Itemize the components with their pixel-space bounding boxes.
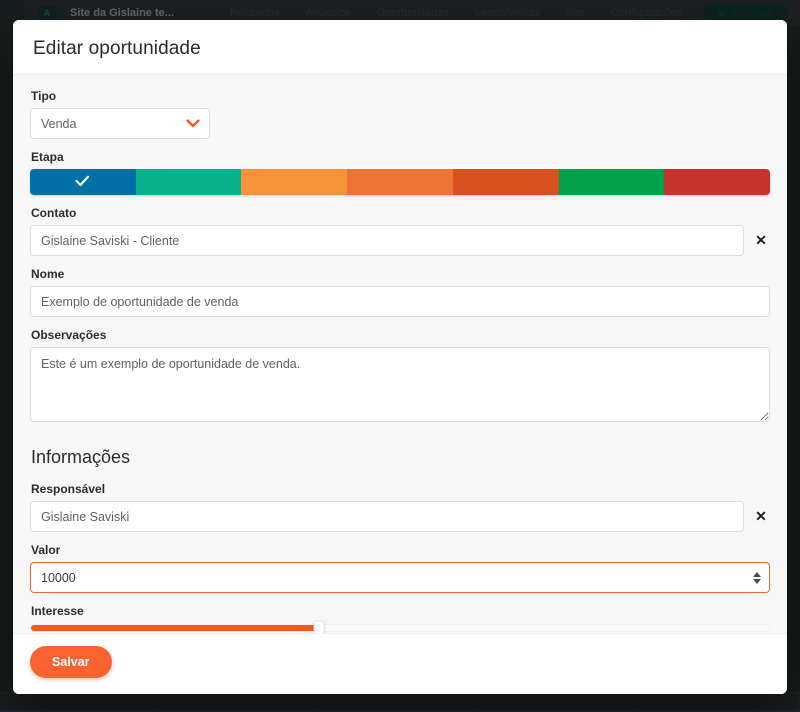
- modal-footer: Salvar: [13, 633, 787, 694]
- modal-header: Editar oportunidade: [13, 20, 787, 74]
- save-button[interactable]: Salvar: [30, 646, 112, 678]
- field-nome: Nome: [30, 267, 770, 317]
- interesse-slider[interactable]: [30, 620, 770, 633]
- observacoes-textarea[interactable]: [30, 347, 770, 422]
- nome-input[interactable]: [30, 286, 770, 317]
- etapa-segment-1[interactable]: [30, 169, 136, 195]
- etapa-segment-6[interactable]: [558, 169, 665, 195]
- etapa-segment-2[interactable]: [135, 169, 242, 195]
- responsavel-input[interactable]: [30, 501, 744, 532]
- interesse-slider-fill: [31, 625, 319, 631]
- label-responsavel: Responsável: [31, 482, 106, 496]
- interesse-slider-thumb[interactable]: [313, 620, 325, 633]
- field-etapa: Etapa: [30, 150, 770, 195]
- field-tipo: Tipo: [30, 89, 770, 139]
- responsavel-clear-icon[interactable]: ✕: [755, 508, 767, 524]
- label-etapa: Etapa: [31, 150, 64, 164]
- tipo-select[interactable]: [30, 108, 210, 139]
- field-valor: Valor: [30, 543, 770, 593]
- field-observacoes: Observações: [30, 328, 770, 427]
- field-contato: Contato ✕: [30, 206, 770, 256]
- field-responsavel: Responsável ✕: [30, 482, 770, 532]
- modal-body: Tipo Etapa: [13, 74, 787, 633]
- informacoes-section-title: Informações: [31, 447, 131, 467]
- valor-input[interactable]: [30, 562, 770, 593]
- label-observacoes: Observações: [31, 328, 107, 342]
- tipo-select-wrapper[interactable]: [30, 108, 210, 139]
- label-valor: Valor: [31, 543, 61, 557]
- spinner-down-icon[interactable]: [753, 578, 761, 584]
- field-interesse: Interesse: [30, 604, 770, 633]
- close-icon[interactable]: ✕: [777, 47, 787, 66]
- contato-input[interactable]: [30, 225, 744, 256]
- label-interesse: Interesse: [31, 604, 84, 618]
- label-contato: Contato: [31, 206, 77, 220]
- modal-title: Editar oportunidade: [33, 38, 201, 59]
- check-icon: [75, 175, 90, 189]
- etapa-segment-7[interactable]: [664, 169, 770, 195]
- spinner-arrows-icon[interactable]: [753, 571, 761, 584]
- label-tipo: Tipo: [31, 89, 57, 103]
- etapa-stage-bar[interactable]: [30, 169, 770, 195]
- contato-row: ✕: [30, 225, 770, 256]
- edit-opportunity-modal: ✕ Editar oportunidade Tipo Etapa: [13, 20, 787, 694]
- etapa-segment-3[interactable]: [241, 169, 348, 195]
- etapa-segment-4[interactable]: [347, 169, 453, 195]
- responsavel-row: ✕: [30, 501, 770, 532]
- etapa-segment-5[interactable]: [452, 169, 559, 195]
- contato-clear-icon[interactable]: ✕: [755, 232, 767, 248]
- spinner-up-icon[interactable]: [753, 571, 761, 577]
- label-nome: Nome: [31, 267, 65, 281]
- valor-wrapper: [30, 562, 770, 593]
